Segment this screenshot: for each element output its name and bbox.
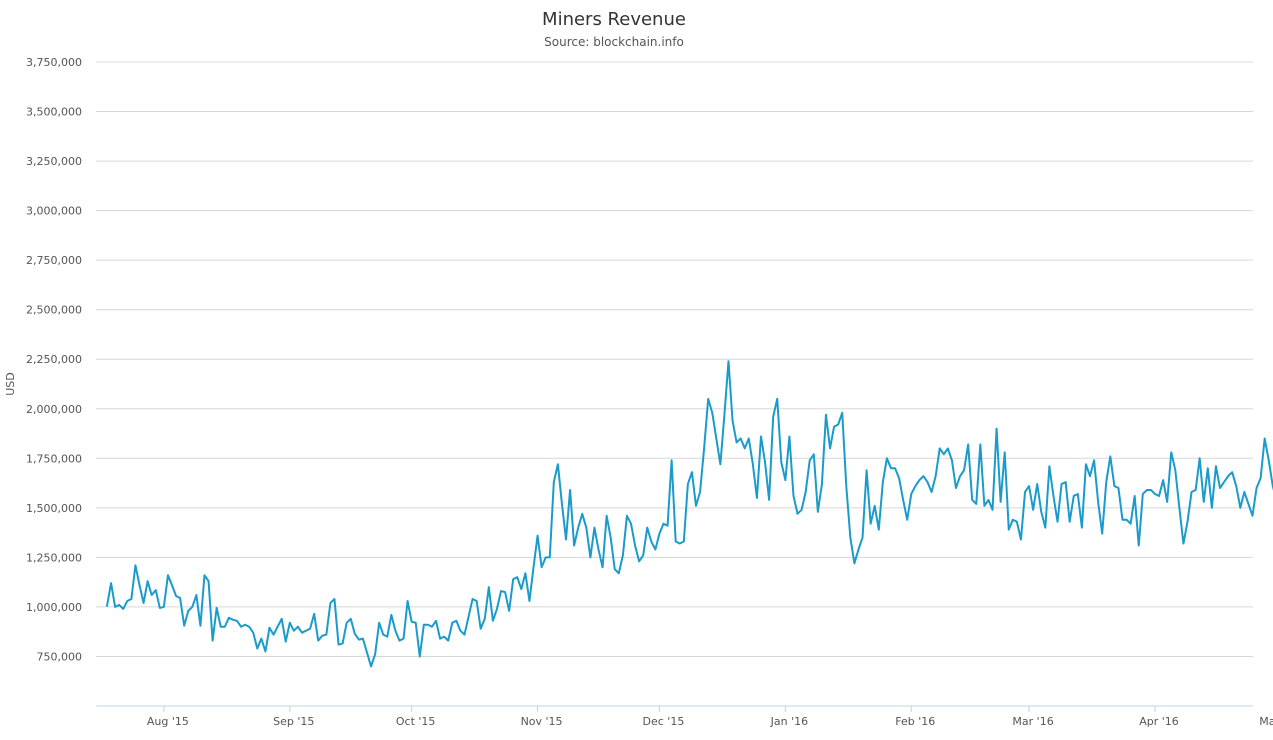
grid-lines	[96, 61, 1253, 657]
y-tick-label: 3,000,000	[26, 205, 82, 218]
x-tick-label: Feb '16	[895, 715, 935, 728]
x-tick-label: Nov '15	[521, 715, 563, 728]
x-tick-label: Sep '15	[273, 715, 314, 728]
x-axis-ticks: Aug '15 Sep '15 Oct '15 Nov '15 Dec '15 Jan '…	[147, 706, 1273, 728]
x-tick-label: Jan '16	[770, 715, 808, 728]
x-tick-label: Mar '16	[1012, 715, 1053, 728]
x-tick-label: Oct '15	[396, 715, 436, 728]
x-tick-label: Apr '16	[1139, 715, 1179, 728]
x-tick-label: Dec '15	[643, 715, 685, 728]
series-layer	[106, 360, 1273, 668]
y-tick-label: 2,500,000	[26, 304, 82, 317]
y-tick-label: 750,000	[37, 650, 83, 663]
y-tick-label: 2,250,000	[26, 353, 82, 366]
y-tick-label: 3,500,000	[26, 106, 82, 119]
y-tick-label: 1,500,000	[26, 502, 82, 515]
y-tick-label: 1,000,000	[26, 601, 82, 614]
x-tick-label: Aug '15	[147, 715, 189, 728]
y-tick-label: 2,000,000	[26, 403, 82, 416]
y-tick-label: 2,750,000	[26, 254, 82, 267]
y-axis-label: USD	[4, 372, 17, 396]
chart-subtitle: Source: blockchain.info	[544, 35, 684, 49]
x-tick-label: May '16	[1259, 715, 1273, 728]
y-tick-label: 3,750,000	[26, 56, 82, 69]
y-tick-label: 1,750,000	[26, 452, 82, 465]
y-axis-ticks: 750,000 1,000,000 1,250,000 1,500,000 1,750,…	[26, 56, 82, 663]
y-tick-label: 1,250,000	[26, 551, 82, 564]
series-line	[106, 360, 1273, 668]
y-tick-label: 3,250,000	[26, 155, 82, 168]
chart-title: Miners Revenue	[542, 9, 686, 30]
